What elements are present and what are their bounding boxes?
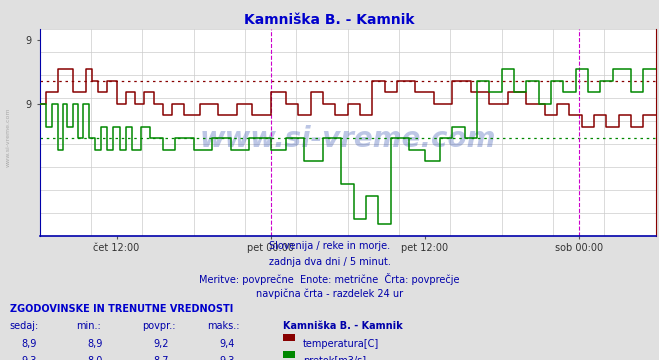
Text: 8,7: 8,7 bbox=[154, 356, 169, 360]
Text: Meritve: povprečne  Enote: metrične  Črta: povprečje: Meritve: povprečne Enote: metrične Črta:… bbox=[199, 273, 460, 285]
Text: zadnja dva dni / 5 minut.: zadnja dva dni / 5 minut. bbox=[269, 257, 390, 267]
Text: Kamniška B. - Kamnik: Kamniška B. - Kamnik bbox=[244, 13, 415, 27]
Text: 8,0: 8,0 bbox=[88, 356, 103, 360]
Text: 9,4: 9,4 bbox=[219, 339, 235, 349]
Text: min.:: min.: bbox=[76, 321, 101, 332]
Text: pretok[m3/s]: pretok[m3/s] bbox=[303, 356, 366, 360]
Text: www.si-vreme.com: www.si-vreme.com bbox=[200, 125, 496, 153]
Text: maks.:: maks.: bbox=[208, 321, 240, 332]
Text: ZGODOVINSKE IN TRENUTNE VREDNOSTI: ZGODOVINSKE IN TRENUTNE VREDNOSTI bbox=[10, 304, 233, 314]
Text: sedaj:: sedaj: bbox=[10, 321, 39, 332]
Text: Kamniška B. - Kamnik: Kamniška B. - Kamnik bbox=[283, 321, 403, 332]
Text: temperatura[C]: temperatura[C] bbox=[303, 339, 380, 349]
Text: 9,3: 9,3 bbox=[22, 356, 37, 360]
Text: 8,9: 8,9 bbox=[88, 339, 103, 349]
Text: www.si-vreme.com: www.si-vreme.com bbox=[5, 107, 11, 167]
Text: 8,9: 8,9 bbox=[22, 339, 37, 349]
Text: Slovenija / reke in morje.: Slovenija / reke in morje. bbox=[269, 241, 390, 251]
Text: povpr.:: povpr.: bbox=[142, 321, 175, 332]
Text: 9,2: 9,2 bbox=[154, 339, 169, 349]
Text: 9,3: 9,3 bbox=[219, 356, 235, 360]
Text: navpična črta - razdelek 24 ur: navpična črta - razdelek 24 ur bbox=[256, 289, 403, 300]
